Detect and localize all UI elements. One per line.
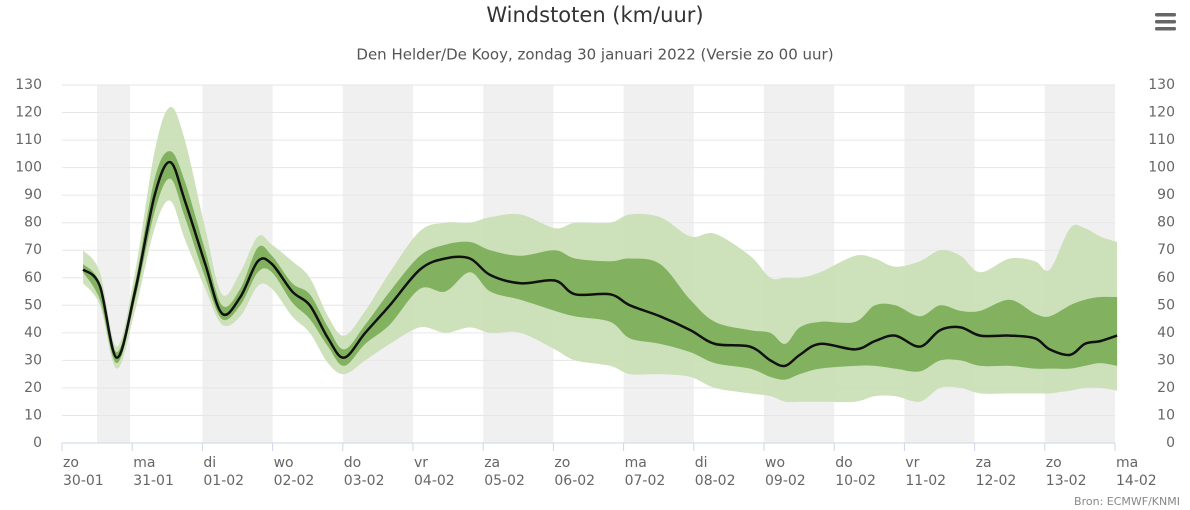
x-tick-label: zo [63,455,79,471]
x-tick-label: za [484,455,500,471]
x-tick-date: 31-01 [133,473,174,489]
y-tick-label: 80 [24,215,42,231]
x-tick-date: 01-02 [203,473,244,489]
menu-bar [1155,27,1176,31]
x-tick-label: di [203,455,216,471]
y2-tick-label: 110 [1148,132,1175,148]
x-tick-date: 04-02 [414,473,455,489]
x-tick-date: 11-02 [905,473,946,489]
x-tick-label: ma [625,455,647,471]
chart-subtitle: Den Helder/De Kooy, zondag 30 januari 20… [356,46,833,64]
x-tick-date: 30-01 [63,473,104,489]
y2-tick-label: 100 [1148,160,1175,176]
x-tick-date: 03-02 [344,473,385,489]
x-tick-label: zo [554,455,570,471]
x-tick-label: do [835,455,852,471]
x-tick-date: 06-02 [554,473,595,489]
x-tick-date: 09-02 [765,473,806,489]
x-tick-date: 13-02 [1046,473,1087,489]
y-tick-label: 120 [15,105,42,121]
x-tick-date: 07-02 [625,473,666,489]
x-tick-label: za [976,455,992,471]
y-tick-label: 40 [24,325,42,341]
x-tick-date: 12-02 [976,473,1017,489]
y-tick-label: 10 [24,407,42,423]
y-tick-label: 20 [24,380,42,396]
y2-tick-label: 80 [1157,215,1175,231]
x-tick-label: ma [133,455,155,471]
menu-bar [1155,20,1176,24]
x-tick-label: ma [1116,455,1138,471]
x-tick-label: vr [905,455,919,471]
x-tick-date: 14-02 [1116,473,1157,489]
y-tick-label: 110 [15,132,42,148]
x-tick-date: 02-02 [274,473,315,489]
y-tick-label: 100 [15,160,42,176]
y2-tick-label: 90 [1157,187,1175,203]
y2-tick-label: 20 [1157,380,1175,396]
x-tick-label: di [695,455,708,471]
chart-title: Windstoten (km/uur) [486,3,703,27]
y-tick-label: 60 [24,270,42,286]
x-tick-label: vr [414,455,428,471]
credit: Bron: ECMWF/KNMI [1074,495,1180,508]
x-tick-label: zo [1046,455,1062,471]
x-tick-date: 05-02 [484,473,525,489]
y2-tick-label: 40 [1157,325,1175,341]
y2-tick-label: 130 [1148,77,1175,93]
y-tick-label: 30 [24,352,42,368]
y-tick-label: 90 [24,187,42,203]
y2-tick-label: 120 [1148,105,1175,121]
median-line [82,160,1118,368]
y2-tick-label: 30 [1157,352,1175,368]
y2-tick-label: 50 [1157,297,1175,313]
y-tick-label: 130 [15,77,42,93]
y-tick-label: 0 [33,435,42,451]
x-tick-date: 10-02 [835,473,876,489]
menu-button[interactable] [1153,12,1177,34]
y2-tick-label: 70 [1157,242,1175,258]
x-tick-label: wo [765,455,785,471]
x-tick-label: do [344,455,361,471]
x-tick-label: wo [274,455,294,471]
range-band [83,151,1118,380]
night-band [97,85,130,443]
x-tick-date: 08-02 [695,473,736,489]
y-tick-label: 70 [24,242,42,258]
y2-tick-label: 60 [1157,270,1175,286]
menu-bar [1155,13,1176,17]
y-tick-label: 50 [24,297,42,313]
y2-tick-label: 10 [1157,407,1175,423]
y2-tick-label: 0 [1166,435,1175,451]
